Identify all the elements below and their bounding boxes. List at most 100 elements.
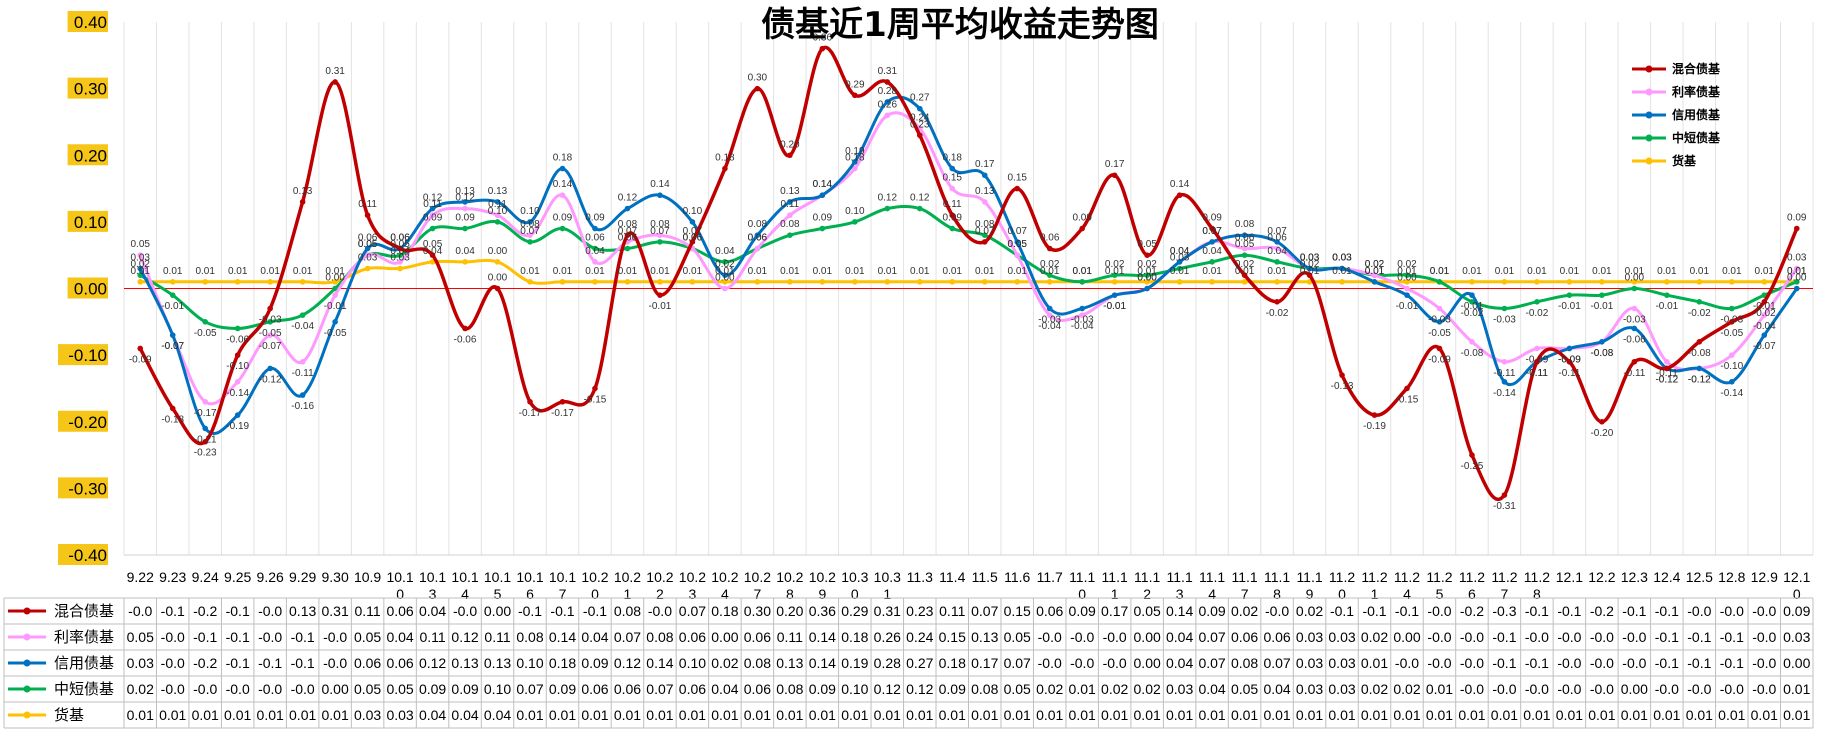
- table-cell: 0.13: [451, 655, 478, 671]
- data-point: [1728, 378, 1735, 385]
- data-label: 0.02: [1300, 259, 1320, 270]
- data-point: [1566, 279, 1573, 285]
- data-point: [1014, 185, 1021, 192]
- y-tick-label: -0.30: [68, 479, 107, 498]
- data-label: 0.01: [1170, 266, 1190, 277]
- data-point: [981, 279, 988, 285]
- data-label: -0.08: [1590, 348, 1613, 359]
- data-point: [1014, 279, 1021, 285]
- data-label: -0.09: [1558, 354, 1581, 365]
- data-point: [234, 378, 241, 385]
- data-label: -0.04: [1753, 321, 1776, 332]
- data-label: 0.08: [780, 219, 800, 230]
- table-cell: 0.06: [614, 681, 641, 697]
- table-cell: 0.04: [711, 681, 738, 697]
- table-cell: 0.06: [354, 655, 381, 671]
- data-point: [819, 45, 826, 52]
- data-point: [169, 292, 176, 298]
- table-cell: -0.0: [1655, 681, 1679, 697]
- x-tick-label: 11.2: [1491, 569, 1517, 585]
- data-label: 0.12: [455, 193, 475, 204]
- data-label: -0.11: [1656, 368, 1678, 379]
- table-cell: 0.01: [1361, 707, 1388, 723]
- table-cell: 0.01: [1069, 681, 1096, 697]
- table-cell: 0.18: [939, 655, 966, 671]
- data-label: 0.05: [358, 239, 378, 250]
- table-legend-marker: [23, 685, 31, 693]
- data-label: -0.03: [1493, 314, 1516, 325]
- data-label: 0.09: [943, 213, 963, 224]
- data-point: [1696, 299, 1703, 305]
- data-point: [202, 279, 209, 285]
- data-label: -0.12: [1655, 374, 1678, 385]
- x-tick-label: 10.2: [809, 569, 836, 585]
- table-cell: 0.02: [1361, 629, 1388, 645]
- data-label: 0.01: [1462, 266, 1482, 277]
- table-cell: 0.12: [451, 629, 478, 645]
- data-point: [1079, 279, 1085, 285]
- table-cell: 0.01: [1751, 707, 1778, 723]
- data-label: -0.02: [1266, 308, 1289, 319]
- data-point: [689, 219, 696, 225]
- y-tick-background: [67, 210, 108, 232]
- data-label: 0.05: [1007, 239, 1027, 250]
- data-point: [1014, 252, 1021, 258]
- table-cell: 0.31: [874, 603, 901, 619]
- data-label: 0.07: [1202, 226, 1222, 237]
- data-point: [624, 245, 631, 252]
- table-cell: 0.04: [451, 707, 478, 723]
- data-label: -0.11: [1526, 368, 1548, 379]
- data-label: 0.11: [943, 199, 962, 210]
- data-point: [1241, 279, 1248, 285]
- table-cell: -0.1: [258, 655, 282, 671]
- data-label: 0.28: [878, 86, 898, 97]
- data-label: -0.01: [1558, 301, 1581, 312]
- table-cell: 0.09: [939, 681, 966, 697]
- data-point: [722, 165, 728, 172]
- x-tick-label: 10.9: [354, 569, 381, 585]
- table-cell: 0.02: [1036, 681, 1063, 697]
- data-point: [592, 225, 598, 232]
- x-tick-label: 5: [1436, 586, 1444, 602]
- table-cell: 0.01: [1523, 707, 1550, 723]
- data-point: [1144, 279, 1150, 285]
- table-cell: -0.1: [1687, 655, 1711, 671]
- data-point: [559, 279, 566, 285]
- data-point: [1176, 265, 1183, 272]
- table-cell: -0.0: [1752, 603, 1776, 619]
- table-cell: 0.09: [1198, 603, 1225, 619]
- data-label: 0.01: [683, 266, 703, 277]
- x-tick-label: 7: [1241, 586, 1249, 602]
- x-tick-label: 10.3: [874, 569, 901, 585]
- data-label: 0.01: [195, 266, 215, 277]
- data-point: [1761, 299, 1768, 305]
- table-cell: -0.2: [1590, 603, 1614, 619]
- table-cell: 0.14: [809, 629, 836, 645]
- x-tick-label: 11.1: [1199, 569, 1225, 585]
- data-label: 0.07: [520, 226, 540, 237]
- data-point: [1664, 292, 1670, 298]
- table-cell: 0.01: [1426, 681, 1453, 697]
- table-cell: -0.1: [1655, 629, 1679, 645]
- data-point: [364, 265, 371, 272]
- table-cell: 0.01: [776, 707, 803, 723]
- data-label: 0.01: [1430, 266, 1450, 277]
- data-point: [332, 279, 338, 285]
- data-label: -0.13: [1331, 381, 1354, 392]
- data-label: -0.08: [1688, 348, 1711, 359]
- table-cell: 0.07: [614, 629, 641, 645]
- data-label: 0.06: [1040, 233, 1060, 244]
- data-label: -0.17: [551, 408, 574, 419]
- data-point: [1469, 279, 1475, 285]
- table-cell: 0.09: [581, 655, 608, 671]
- data-point: [949, 165, 956, 172]
- data-label: 0.13: [488, 186, 508, 197]
- table-cell: 0.01: [1783, 707, 1810, 723]
- x-tick-label: 11.6: [1004, 569, 1030, 585]
- data-label: 0.04: [423, 246, 443, 257]
- data-point: [1501, 279, 1508, 285]
- data-point: [1046, 272, 1053, 278]
- data-label: 0.07: [618, 226, 638, 237]
- data-point: [1501, 378, 1508, 385]
- data-point: [981, 199, 988, 205]
